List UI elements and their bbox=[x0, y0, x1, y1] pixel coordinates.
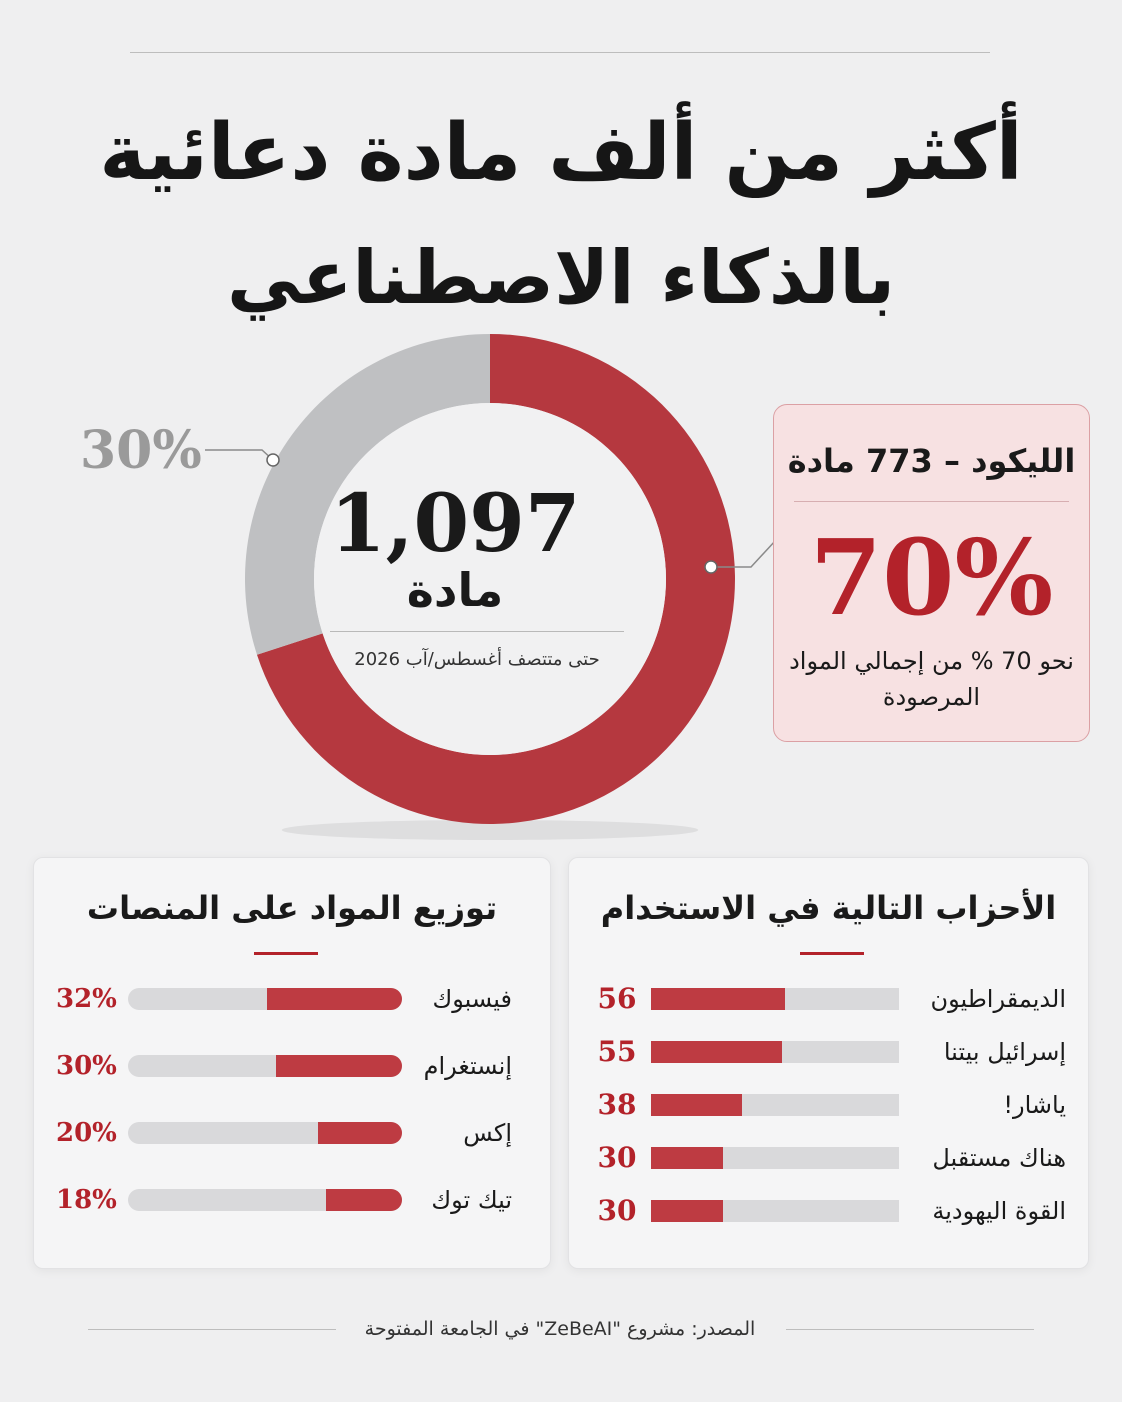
parties-title: الأحزاب التالية في الاستخدام bbox=[600, 889, 1057, 927]
donut-gray-label: 30% bbox=[80, 420, 202, 481]
platform-row-label: فيسبوك bbox=[432, 985, 512, 1013]
platform-row-bar bbox=[267, 988, 402, 1010]
source-footer: المصدر: مشروع "ZeBeAI" في الجامعة المفتو… bbox=[364, 1318, 756, 1340]
party-row-value: 55 bbox=[597, 1035, 637, 1068]
donut-total-value: 1,097 bbox=[330, 476, 581, 570]
donut-slice-other bbox=[244, 333, 490, 655]
platform-row-track bbox=[128, 988, 402, 1010]
party-row-track bbox=[651, 1041, 899, 1063]
platform-row-track bbox=[128, 1189, 402, 1211]
party-row-value: 30 bbox=[597, 1194, 637, 1227]
party-row-bar bbox=[651, 1200, 723, 1222]
party-row-label: القوة اليهودية bbox=[932, 1197, 1066, 1225]
likud-slice-marker bbox=[704, 560, 718, 574]
party-row-bar bbox=[651, 1041, 783, 1063]
footer-divider-left bbox=[88, 1329, 336, 1330]
platforms-title-accent bbox=[254, 952, 318, 955]
donut-hole bbox=[314, 403, 666, 755]
callout-title: الليكود – 773 مادة bbox=[787, 442, 1076, 480]
party-row-track bbox=[651, 1200, 899, 1222]
platforms-card: توزيع المواد على المنصات فيسبوك 32% إنستغر… bbox=[33, 857, 551, 1269]
platform-row-label: إكس bbox=[463, 1119, 512, 1147]
party-row-bar bbox=[651, 988, 785, 1010]
platform-row-label: تيك توك bbox=[431, 1186, 512, 1214]
platform-row-value: 18% bbox=[56, 1185, 117, 1215]
platform-row-value: 20% bbox=[56, 1118, 117, 1148]
party-row-label: إسرائيل بيتنا bbox=[943, 1038, 1066, 1066]
donut-shadow bbox=[281, 820, 699, 840]
platform-row-track bbox=[128, 1055, 402, 1077]
callout-description: نحو 70 % من إجمالي المواد المرصودة bbox=[789, 647, 1074, 711]
platform-row-bar bbox=[317, 1122, 402, 1144]
donut-center-divider bbox=[330, 631, 624, 632]
page-subtitle: بالذكاء الاصطناعي bbox=[227, 235, 895, 321]
top-divider bbox=[130, 52, 990, 53]
gray-slice-leader bbox=[205, 449, 274, 461]
donut-chart bbox=[205, 333, 777, 840]
platforms-title: توزيع المواد على المنصات bbox=[86, 889, 498, 927]
party-row-value: 56 bbox=[597, 982, 637, 1015]
likud-callout: الليكود – 773 مادة 70% نحو 70 % من إجمال… bbox=[773, 404, 1090, 742]
party-row-value: 38 bbox=[597, 1088, 637, 1121]
platform-row-value: 32% bbox=[56, 984, 117, 1014]
party-row-track bbox=[651, 988, 899, 1010]
party-row-track bbox=[651, 1094, 899, 1116]
party-row-label: الديمقراطيون bbox=[930, 985, 1066, 1013]
page-title: أكثر من ألف مادة دعائية bbox=[99, 108, 1023, 198]
party-row-label: ياشار! bbox=[1003, 1091, 1066, 1119]
party-row-label: هناك مستقبل bbox=[932, 1144, 1066, 1172]
likud-slice-leader bbox=[711, 539, 777, 568]
platform-row-bar bbox=[326, 1189, 402, 1211]
party-row-bar bbox=[651, 1147, 723, 1169]
parties-card: الأحزاب التالية في الاستخدام الديمقراطيو… bbox=[568, 857, 1089, 1269]
gray-slice-marker bbox=[266, 453, 280, 467]
callout-percent: 70% bbox=[809, 516, 1054, 639]
platform-row-bar bbox=[275, 1055, 402, 1077]
footer-divider-right bbox=[786, 1329, 1034, 1330]
platform-row-value: 30% bbox=[56, 1051, 117, 1081]
party-row-bar bbox=[651, 1094, 742, 1116]
donut-total-unit: مادة bbox=[406, 563, 504, 617]
callout-divider bbox=[794, 501, 1069, 502]
platform-row-track bbox=[128, 1122, 402, 1144]
platform-row-label: إنستغرام bbox=[423, 1052, 512, 1080]
party-row-track bbox=[651, 1147, 899, 1169]
donut-date-note: حتى متتصف أغسطس/آب 2026 bbox=[354, 649, 600, 670]
parties-title-accent bbox=[800, 952, 864, 955]
party-row-value: 30 bbox=[597, 1141, 637, 1174]
